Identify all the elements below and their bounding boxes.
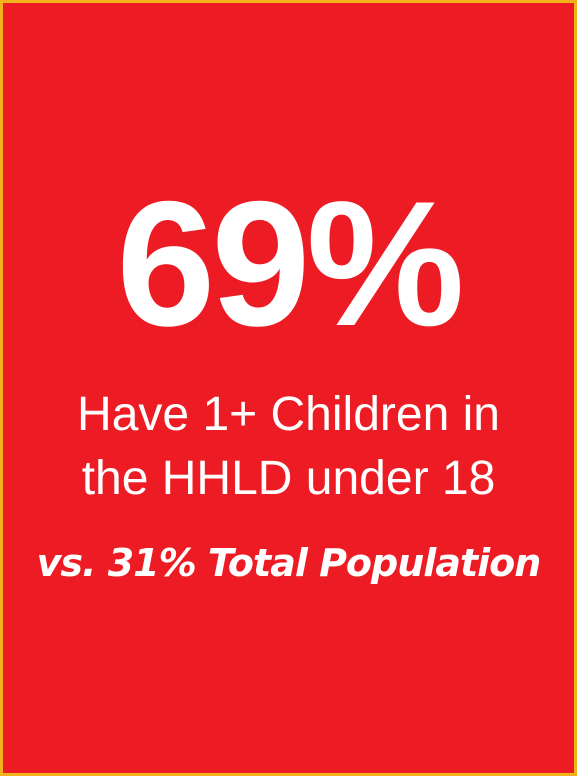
stat-comparison: vs. 31% Total Population	[36, 541, 542, 585]
stat-percentage: 69%	[116, 164, 464, 363]
stat-headline: Have 1+ Children in the HHLD under 18	[3, 383, 574, 511]
stat-headline-line-2: the HHLD under 18	[81, 452, 496, 505]
stat-headline-line-1: Have 1+ Children in	[77, 388, 500, 441]
